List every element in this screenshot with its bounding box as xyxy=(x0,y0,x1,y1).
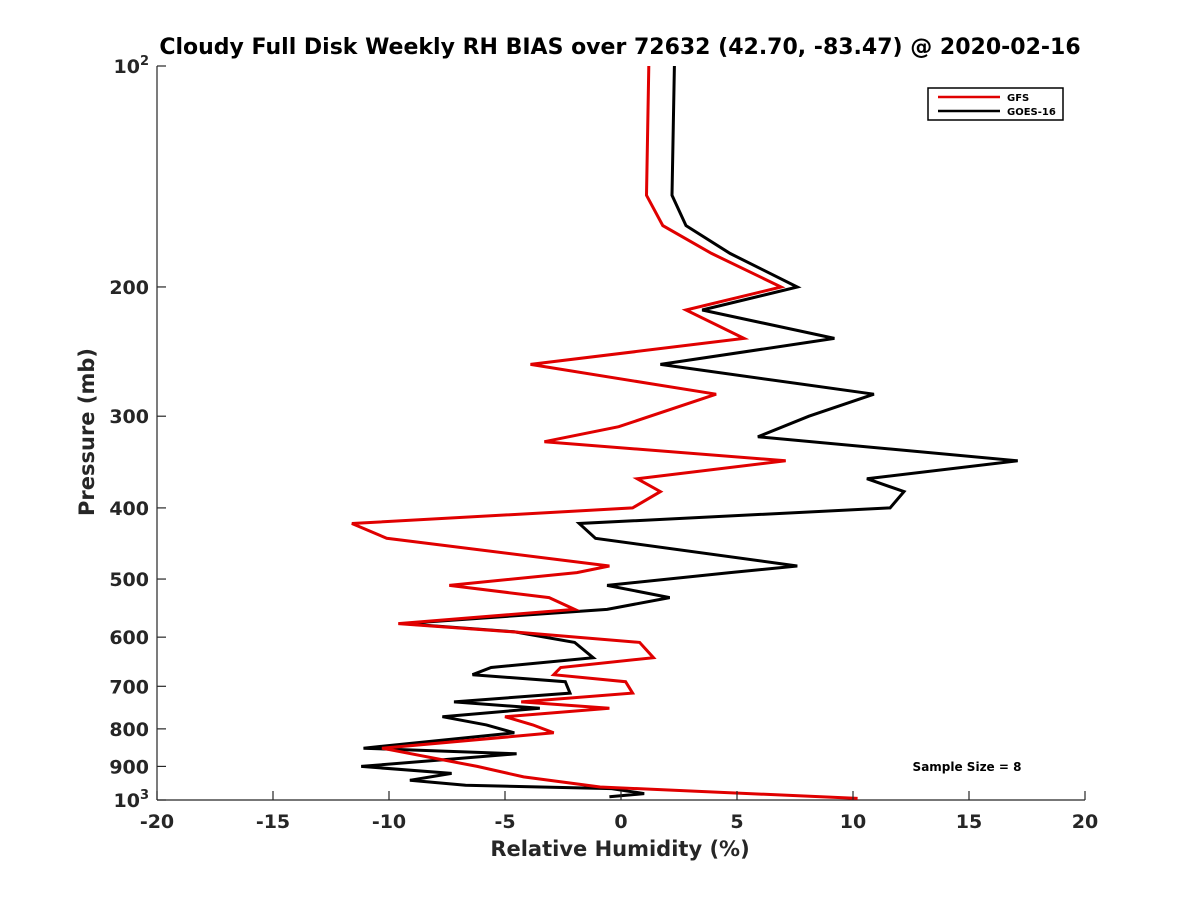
legend-box xyxy=(927,87,1064,121)
x-tick-label: 20 xyxy=(1072,811,1098,833)
x-axis: -20 -15 -10 -5 0 5 10 15 20 xyxy=(140,791,1098,833)
y-axis-label: Pressure (mb) xyxy=(75,348,99,516)
y-tick-label: 300 xyxy=(109,406,149,428)
x-tick-label: 15 xyxy=(956,811,982,833)
x-tick-label: -10 xyxy=(372,811,406,833)
y-tick-label: 900 xyxy=(109,756,149,778)
y-tick-label: 800 xyxy=(109,719,149,741)
legend: GFS GOES-16 xyxy=(927,87,1064,121)
y-axis: 102 200 300 400 500 600 700 800 900 103 xyxy=(109,54,166,812)
x-axis-label: Relative Humidity (%) xyxy=(490,837,749,861)
y-tick-label: 700 xyxy=(109,676,149,698)
y-tick-label: 500 xyxy=(109,569,149,591)
series-line-gfs xyxy=(351,65,858,800)
x-tick-label: -20 xyxy=(140,811,174,833)
x-tick-label: 0 xyxy=(614,811,627,833)
legend-label: GOES-16 xyxy=(1007,107,1056,118)
y-tick-label: 200 xyxy=(109,277,149,299)
series-line-goes-16 xyxy=(361,65,1018,799)
x-tick-label: -5 xyxy=(494,811,515,833)
chart-title: Cloudy Full Disk Weekly RH BIAS over 726… xyxy=(159,35,1080,60)
legend-label: GFS xyxy=(1007,93,1029,104)
x-tick-label: 10 xyxy=(840,811,866,833)
y-tick-label: 103 xyxy=(114,788,150,812)
x-tick-label: 5 xyxy=(730,811,743,833)
series-group xyxy=(351,65,1018,800)
x-tick-label: -15 xyxy=(256,811,290,833)
sample-size-annotation: Sample Size = 8 xyxy=(913,760,1022,774)
y-tick-label: 400 xyxy=(109,498,149,520)
plot-area xyxy=(156,66,1085,801)
y-tick-label: 600 xyxy=(109,627,149,649)
y-tick-label: 102 xyxy=(114,54,150,78)
